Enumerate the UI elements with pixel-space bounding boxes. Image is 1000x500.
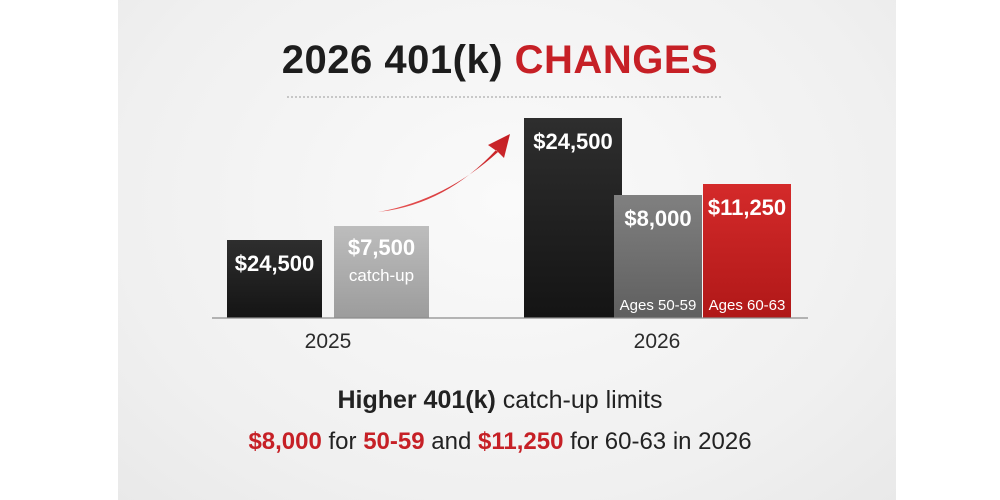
footer-headline-rest: catch-up limits — [502, 386, 663, 414]
bar-sublabel-2026-3: Ages 60-63 — [709, 297, 786, 314]
page-title: 2026 401(k) CHANGES — [0, 38, 1000, 83]
footer-text-tail: for 60-63 in 2026 — [570, 428, 752, 455]
bar-2025-2 — [334, 226, 429, 318]
bar-value-label-2026-2: $8,000 — [624, 206, 691, 231]
footer-headline-bold: Higher 401(k) — [337, 386, 496, 414]
footer-text-for: for — [328, 428, 357, 455]
bar-2026-1 — [524, 118, 622, 318]
bar-2026-2 — [614, 195, 702, 318]
footer-headline: Higher 401(k) catch-up limits — [0, 386, 1000, 415]
footer-text-and: and — [431, 428, 472, 455]
x-label-2025: 2025 — [305, 330, 352, 353]
bar-value-label-2025-1: $24,500 — [235, 251, 315, 276]
footer-amount-2: $11,250 — [477, 428, 564, 455]
title-accent: CHANGES — [514, 38, 719, 82]
bar-sublabel-2025-2: catch-up — [349, 266, 414, 285]
bar-sublabel-2026-2: Ages 50-59 — [620, 297, 697, 314]
bar-value-label-2025-2: $7,500 — [348, 235, 415, 260]
bar-2025-1 — [227, 240, 322, 318]
footer-detail: $8,000 for 50-59 and $11,250 for 60-63 i… — [0, 428, 1000, 456]
bar-2026-3 — [703, 184, 791, 318]
trend-arrow-icon — [378, 134, 510, 212]
footer-amount-1: $8,000 — [248, 428, 322, 455]
x-label-2026: 2026 — [634, 330, 681, 353]
title-main: 2026 401(k) — [281, 38, 504, 82]
bar-value-label-2026-1: $24,500 — [533, 129, 613, 154]
bar-value-label-2026-3: $11,250 — [708, 195, 786, 220]
footer-ages-1: 50-59 — [363, 428, 425, 455]
